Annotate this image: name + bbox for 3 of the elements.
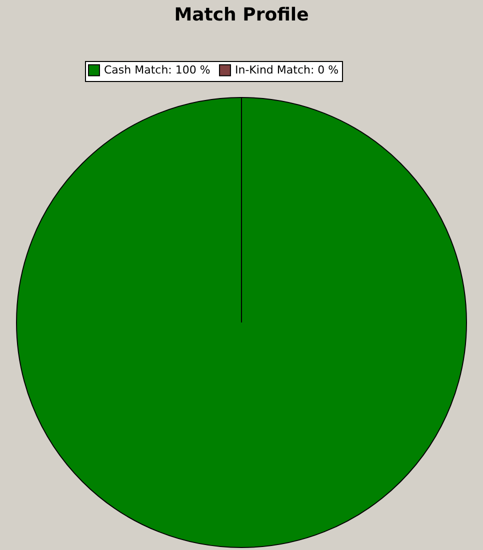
- chart-title: Match Profile: [174, 4, 309, 26]
- legend-label: In-Kind Match: 0 %: [235, 63, 339, 76]
- legend-label: Cash Match: 100 %: [104, 63, 210, 76]
